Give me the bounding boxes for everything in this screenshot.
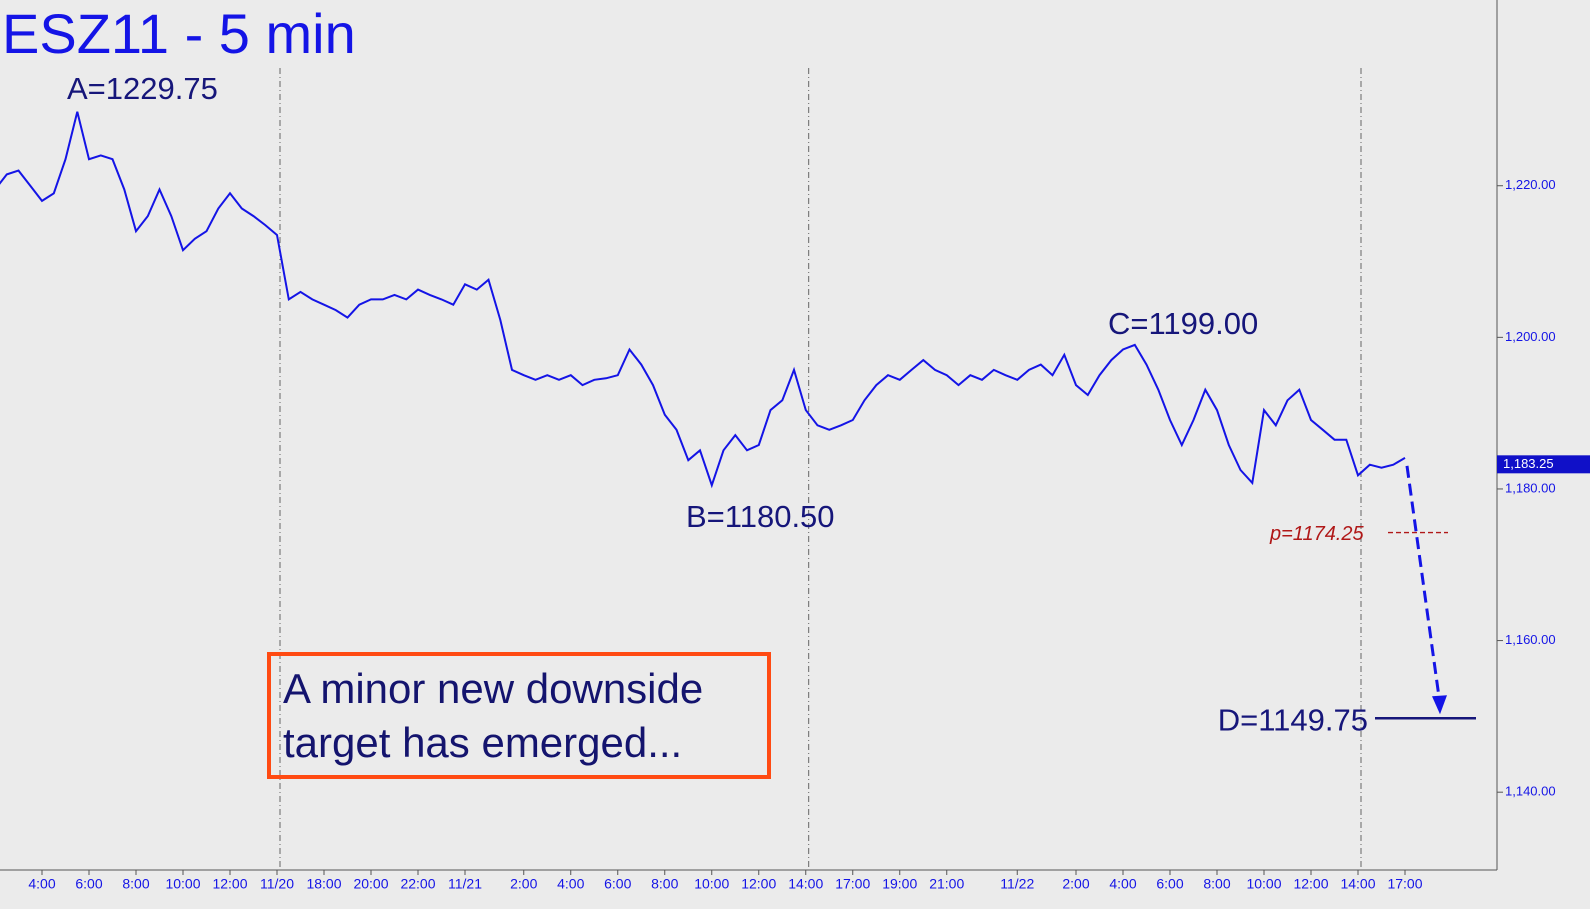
x-tick-label: 11/21: [448, 876, 482, 892]
x-tick-label: 18:00: [306, 876, 341, 892]
x-tick-label: 12:00: [212, 876, 247, 892]
x-tick-label: 6:00: [75, 876, 102, 892]
x-tick-label: 4:00: [557, 876, 584, 892]
y-tick-label: 1,200.00: [1505, 329, 1556, 344]
last-price-label: 1,183.25: [1503, 456, 1554, 471]
price-line: [0, 111, 1406, 489]
x-tick-label: 2:00: [510, 876, 537, 892]
x-tick-label: 8:00: [1203, 876, 1230, 892]
x-tick-label: 10:00: [694, 876, 729, 892]
annotation: p=1174.25: [1269, 523, 1364, 545]
x-tick-label: 11/22: [1000, 876, 1034, 892]
y-tick-label: 1,140.00: [1505, 784, 1556, 799]
x-tick-label: 12:00: [1293, 876, 1328, 892]
x-tick-label: 8:00: [651, 876, 678, 892]
arrow-head: [1432, 695, 1447, 715]
x-tick-label: 11/20: [260, 876, 294, 892]
annotation: C=1199.00: [1108, 306, 1258, 341]
chart-title: ESZ11 - 5 min: [2, 2, 356, 65]
x-tick-label: 10:00: [1246, 876, 1281, 892]
x-tick-label: 19:00: [882, 876, 917, 892]
last-price-tag: [1497, 455, 1590, 474]
annotation: A=1229.75: [67, 71, 218, 106]
x-tick-label: 22:00: [400, 876, 435, 892]
x-tick-label: 17:00: [835, 876, 870, 892]
x-tick-label: 17:00: [1387, 876, 1422, 892]
y-tick-label: 1,220.00: [1505, 177, 1556, 192]
x-tick-label: 4:00: [28, 876, 55, 892]
x-tick-label: 14:00: [788, 876, 823, 892]
note-box: A minor new downside target has emerged.…: [267, 652, 771, 779]
x-tick-label: 6:00: [604, 876, 631, 892]
x-tick-label: 21:00: [929, 876, 964, 892]
y-tick-label: 1,180.00: [1505, 480, 1556, 495]
x-tick-label: 10:00: [165, 876, 200, 892]
x-tick-label: 12:00: [741, 876, 776, 892]
annotation: B=1180.50: [686, 499, 835, 534]
y-tick-label: 1,160.00: [1505, 632, 1556, 647]
x-tick-label: 4:00: [1109, 876, 1136, 892]
x-tick-label: 14:00: [1340, 876, 1375, 892]
x-tick-label: 20:00: [353, 876, 388, 892]
annotation: D=1149.75: [1218, 702, 1368, 737]
x-tick-label: 8:00: [122, 876, 149, 892]
x-tick-label: 2:00: [1062, 876, 1089, 892]
projection-arrow: [1405, 465, 1442, 705]
x-tick-label: 6:00: [1156, 876, 1183, 892]
